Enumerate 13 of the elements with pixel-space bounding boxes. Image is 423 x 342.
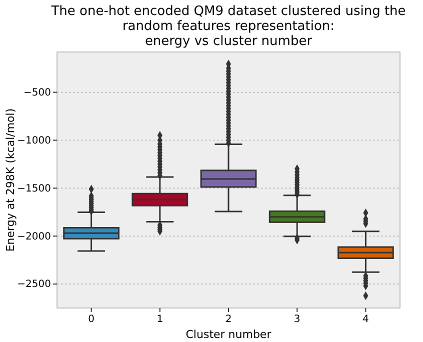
y-axis-title: Energy at 298K (kcal/mol) bbox=[4, 108, 17, 252]
y-tick-label: −500 bbox=[24, 87, 51, 98]
chart-title: The one-hot encoded QM9 dataset clustered using the random features representation: energy vs cluster number bbox=[50, 4, 406, 49]
x-tick-label: 2 bbox=[225, 314, 232, 325]
y-tick-label: −1000 bbox=[17, 135, 51, 146]
x-tick-label: 4 bbox=[362, 314, 369, 325]
x-axis-title: Cluster number bbox=[186, 328, 272, 341]
x-tick-label: 3 bbox=[294, 314, 300, 325]
y-tick-label: −1500 bbox=[17, 183, 51, 194]
x-tick-label: 1 bbox=[156, 314, 164, 325]
x-tick-label: 0 bbox=[88, 314, 94, 325]
y-tick-label: −2500 bbox=[17, 279, 51, 290]
y-tick-label: −2000 bbox=[17, 231, 51, 242]
